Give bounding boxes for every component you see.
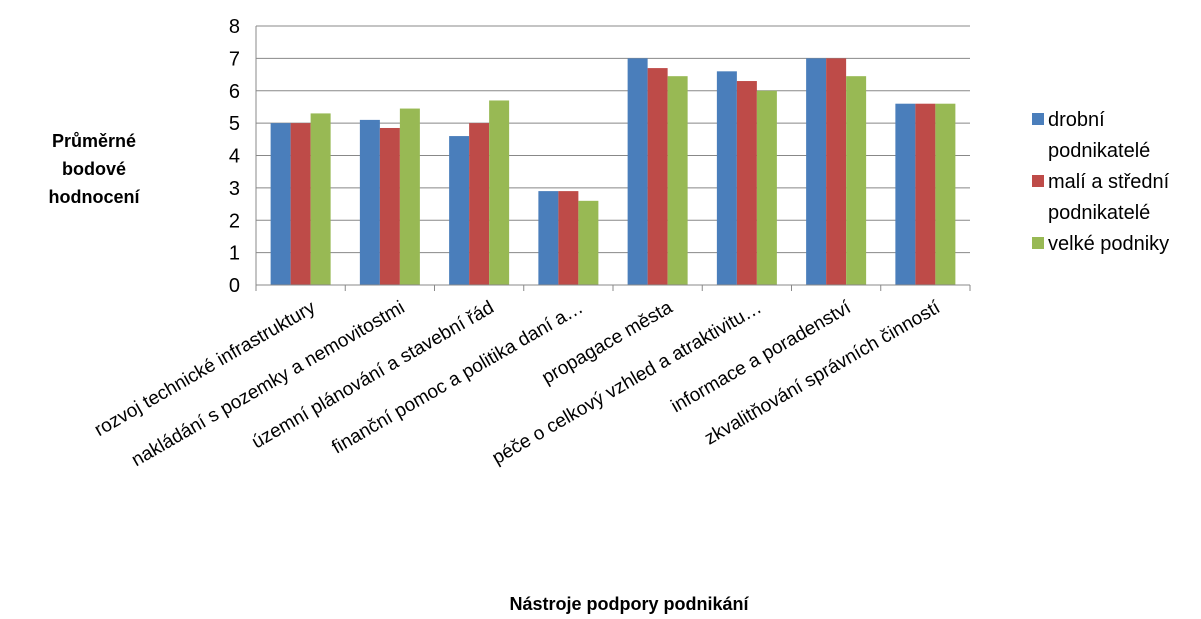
bar [270, 123, 291, 285]
legend-label: podnikatelé [1048, 202, 1150, 224]
bar [469, 123, 490, 285]
bar [935, 103, 956, 285]
y-axis-label-line-2: bodové [62, 159, 126, 179]
bars [270, 58, 956, 286]
y-tick-label: 8 [229, 16, 240, 38]
legend-label: drobní [1048, 109, 1105, 131]
bar [915, 103, 936, 285]
bar [489, 100, 510, 286]
legend-label: podnikatelé [1048, 140, 1150, 162]
bar [667, 76, 688, 286]
x-axis-label: Nástroje podpory podnikání [509, 594, 749, 614]
y-tick-label: 6 [229, 81, 240, 103]
legend-swatch [1032, 113, 1044, 125]
bar [826, 58, 847, 285]
bar [895, 103, 916, 285]
legend-label: malí a střední [1048, 171, 1170, 193]
bar [399, 108, 420, 286]
bar [379, 127, 400, 285]
bar [359, 119, 380, 285]
bar [756, 90, 777, 285]
axes [255, 26, 971, 291]
bar [538, 191, 559, 285]
y-tick-label: 5 [229, 113, 240, 135]
legend-swatch [1032, 175, 1044, 187]
y-tick-label: 2 [229, 210, 240, 232]
y-tick-label: 4 [229, 146, 240, 168]
bar [578, 200, 599, 285]
y-tick-labels: 0 1 2 3 4 5 6 7 8 [229, 16, 240, 297]
y-axis-label-line-3: hodnocení [49, 187, 141, 207]
bar [806, 58, 827, 285]
legend-label: velké podniky [1048, 233, 1169, 255]
y-axis-label-line-1: Průměrné [52, 131, 136, 151]
bar [310, 113, 331, 285]
bar [290, 123, 311, 285]
legend: drobní podnikatelé malí a střední podnikate… [1032, 109, 1170, 255]
bar [449, 136, 470, 285]
legend-swatch [1032, 237, 1044, 249]
category-labels: rozvoj technické infrastrukturynakládání… [91, 297, 945, 471]
bar [716, 71, 737, 285]
y-tick-label: 0 [229, 275, 240, 297]
y-tick-label: 7 [229, 48, 240, 70]
bar [846, 76, 867, 286]
y-tick-label: 1 [229, 243, 240, 265]
bar [558, 191, 579, 285]
bar [627, 58, 648, 285]
bar [736, 81, 757, 285]
y-tick-label: 3 [229, 178, 240, 200]
bar [647, 68, 668, 286]
